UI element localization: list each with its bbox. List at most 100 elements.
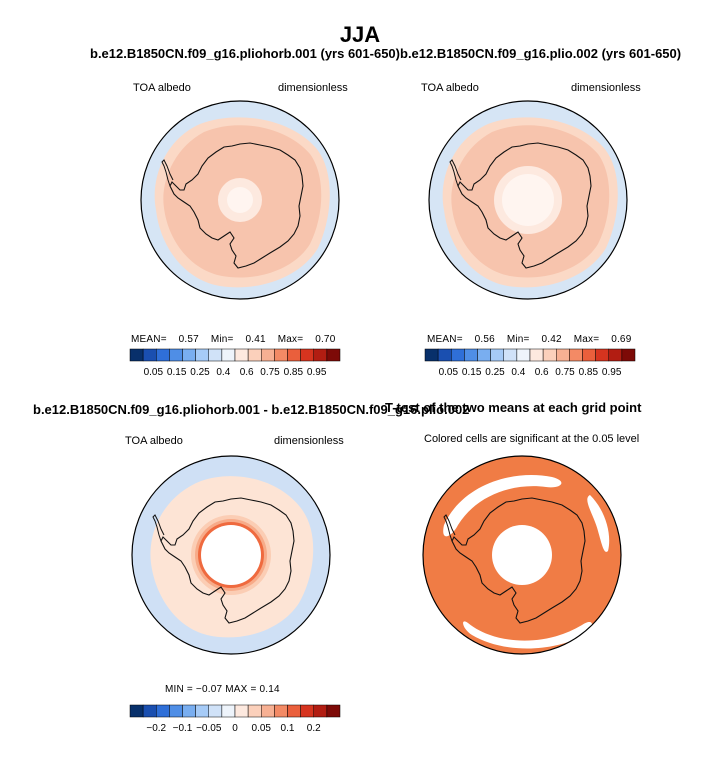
map3-map-border <box>131 455 331 655</box>
panel1-max-label: Max= <box>277 334 304 345</box>
panel2-max-value: 0.69 <box>611 334 632 345</box>
panel1-units-label: dimensionless <box>278 82 348 94</box>
panel2-mean-value: 0.56 <box>474 334 495 345</box>
panel1-mean-value: 0.57 <box>178 334 199 345</box>
map4-nonsig-patch-south <box>463 621 593 649</box>
panel1-min-label: Min= <box>210 334 234 345</box>
panel1-variable-label: TOA albedo <box>133 82 191 94</box>
map3-pole-hole <box>201 525 261 585</box>
panel3-title: b.e12.B1850CN.f09_g16.pliohorb.001 - b.e… <box>33 402 470 417</box>
cbar2-swatch <box>437 348 452 362</box>
map2-antarctica-coastline <box>457 142 592 269</box>
cbar3-swatch <box>208 704 223 718</box>
cbar1-swatch <box>129 348 144 362</box>
map2-peninsula-coastline <box>449 159 462 187</box>
cbar3-tick-label: 0.05 <box>252 723 272 734</box>
panel1-min-value: 0.41 <box>245 334 266 345</box>
panel1-colorbar: 0.05 0.15 0.25 0.4 0.6 0.75 0.85 0.95 <box>129 348 341 378</box>
cbar1-swatch <box>169 348 183 362</box>
map3-antarctica-coastline <box>160 497 295 624</box>
panel3-variable-label: TOA albedo <box>125 435 183 447</box>
cbar3-tick-label: −0.1 <box>173 723 193 734</box>
cbar1-tick-label: 0.95 <box>307 367 327 378</box>
cbar3-tick-label: 0 <box>232 723 238 734</box>
cbar1-swatch <box>221 348 236 362</box>
cbar3-swatch <box>287 704 301 718</box>
cbar1-swatch <box>234 348 249 362</box>
cbar1-tick-label: 0.05 <box>144 367 164 378</box>
panel2-min-value: 0.42 <box>541 334 562 345</box>
map1-peninsula-coastline <box>161 159 174 187</box>
map4-pole-hole <box>492 525 552 585</box>
cbar1-swatch <box>208 348 223 362</box>
panel2-map <box>428 100 628 300</box>
cbar3-tick-label: −0.2 <box>146 723 166 734</box>
figure-title: JJA <box>339 22 381 47</box>
map2-pole-hole <box>502 174 554 226</box>
cbar2-tick-label: 0.25 <box>485 367 505 378</box>
cbar2-tick-label: 0.4 <box>511 367 525 378</box>
cbar3-swatch <box>182 704 196 718</box>
cbar1-tick-label: 0.6 <box>240 367 254 378</box>
cbar3-swatch <box>313 704 328 718</box>
cbar3-swatch <box>300 704 314 718</box>
cbar2-swatch <box>595 348 609 362</box>
cbar2-swatch <box>503 348 518 362</box>
cbar1-swatch <box>326 348 341 362</box>
cbar2-swatch <box>582 348 596 362</box>
panel1-title: b.e12.B1850CN.f09_g16.pliohorb.001 (yrs … <box>90 46 400 61</box>
panel4-title: T-test of the two means at each grid poi… <box>385 400 642 415</box>
panel2-variable-label: TOA albedo <box>421 82 479 94</box>
cbar3-tick-label: −0.05 <box>196 723 222 734</box>
panel2-units-label: dimensionless <box>571 82 641 94</box>
panel3-stats: MIN = −0.07 MAX = 0.14 <box>165 684 280 695</box>
panel3-map <box>131 455 331 655</box>
panel2-min-label: Min= <box>506 334 530 345</box>
panel1-map <box>140 100 340 300</box>
cbar2-tick-label: 0.75 <box>555 367 575 378</box>
cbar1-swatch <box>182 348 196 362</box>
cbar3-swatch <box>326 704 341 718</box>
map3-peninsula-coastline <box>152 514 165 542</box>
map4-peninsula-coastline <box>443 514 456 542</box>
cbar1-tick-label: 0.25 <box>190 367 210 378</box>
cbar2-tick-label: 0.85 <box>579 367 599 378</box>
cbar3-swatch <box>195 704 209 718</box>
cbar2-swatch <box>569 348 583 362</box>
cbar2-swatch <box>477 348 491 362</box>
map1-map-border <box>140 100 340 300</box>
cbar1-tick-label: 0.85 <box>284 367 304 378</box>
panel2-max-label: Max= <box>573 334 600 345</box>
cbar1-swatch <box>142 348 157 362</box>
cbar3-swatch <box>261 704 275 718</box>
cbar3-swatch <box>129 704 144 718</box>
panel2-stats: MEAN= 0.56 Min= 0.42 Max= 0.69 <box>427 334 631 345</box>
cbar1-swatch <box>247 348 262 362</box>
panel2-mean-label: MEAN= <box>427 334 463 345</box>
cbar1-swatch <box>156 348 170 362</box>
cbar2-swatch <box>490 348 504 362</box>
cbar1-swatch <box>287 348 301 362</box>
cbar3-swatch <box>274 704 288 718</box>
map4-antarctica-coastline <box>451 497 586 624</box>
map2-map-border <box>428 100 628 300</box>
panel3-colorbar: −0.2 −0.1 −0.05 0 0.05 0.1 0.2 <box>129 704 341 734</box>
map4-nonsig-patch-east <box>587 495 610 552</box>
panel4-map <box>422 455 622 655</box>
cbar3-tick-label: 0.2 <box>307 723 321 734</box>
cbar2-tick-label: 0.95 <box>602 367 622 378</box>
cbar2-tick-label: 0.05 <box>439 367 459 378</box>
map1-pole-hole <box>227 187 253 213</box>
cbar3-tick-label: 0.1 <box>281 723 295 734</box>
panel2-colorbar: 0.05 0.15 0.25 0.4 0.6 0.75 0.85 0.95 <box>424 348 636 378</box>
cbar3-swatch <box>156 704 170 718</box>
cbar2-swatch <box>529 348 544 362</box>
cbar2-swatch <box>516 348 531 362</box>
cbar2-swatch <box>464 348 478 362</box>
cbar2-swatch <box>621 348 636 362</box>
cbar1-swatch <box>313 348 328 362</box>
cbar3-swatch <box>234 704 249 718</box>
map4-nonsig-patch-north <box>443 475 562 537</box>
map1-antarctica-coastline <box>169 142 304 269</box>
cbar1-tick-label: 0.15 <box>167 367 187 378</box>
